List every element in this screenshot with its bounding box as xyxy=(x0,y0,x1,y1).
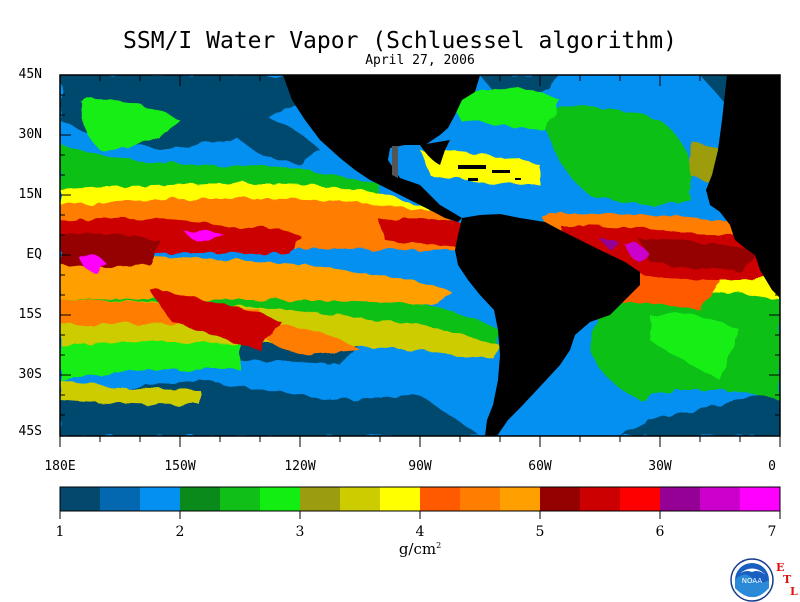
colorbar-swatch xyxy=(580,487,621,511)
colorbar-label-1: 1 xyxy=(55,524,65,540)
units-exponent: 2 xyxy=(436,541,442,550)
map-date: April 27, 2006 xyxy=(365,53,475,68)
lon-label-30w: 30W xyxy=(648,459,672,474)
lat-label-eq: EQ xyxy=(26,247,42,262)
colorbar xyxy=(60,487,781,511)
colorbar-swatch xyxy=(460,487,501,511)
noaa-logo-icon: NOAA xyxy=(730,558,774,602)
colorbar-swatch xyxy=(540,487,581,511)
colorbar-units: g/cm2 xyxy=(380,540,460,558)
colorbar-swatch xyxy=(740,487,781,511)
colorbar-swatch xyxy=(140,487,181,511)
lon-label-150w: 150W xyxy=(164,459,196,474)
vapor-field xyxy=(60,75,780,436)
colorbar-swatch xyxy=(220,487,261,511)
colorbar-label-2: 2 xyxy=(175,524,185,540)
colorbar-swatch xyxy=(340,487,381,511)
colorbar-ticks xyxy=(59,511,781,519)
land-masses xyxy=(283,75,780,436)
axis-ticks xyxy=(59,74,781,447)
etl-letter-e: E xyxy=(776,561,785,574)
colorbar-swatch xyxy=(660,487,701,511)
etl-letter-t: T xyxy=(783,573,792,586)
lon-label-180e: 180E xyxy=(44,459,76,474)
colorbar-swatch xyxy=(100,487,141,511)
lat-label-45s: 45S xyxy=(18,424,42,439)
lat-label-45n: 45N xyxy=(18,67,42,82)
colorbar-swatch xyxy=(60,487,101,511)
units-base: g/cm xyxy=(398,540,437,558)
lat-label-30n: 30N xyxy=(18,127,42,142)
lat-label-15n: 15N xyxy=(18,187,42,202)
colorbar-label-7: 7 xyxy=(767,524,777,540)
noaa-text: NOAA xyxy=(742,577,763,585)
colorbar-swatch xyxy=(500,487,541,511)
colorbar-swatch xyxy=(620,487,661,511)
colorbar-swatch xyxy=(700,487,741,511)
colorbar-swatch xyxy=(420,487,461,511)
colorbar-swatch xyxy=(180,487,221,511)
colorbar-label-3: 3 xyxy=(295,524,305,540)
colorbar-swatch xyxy=(260,487,301,511)
lon-label-120w: 120W xyxy=(284,459,316,474)
lon-label-60w: 60W xyxy=(528,459,552,474)
colorbar-label-4: 4 xyxy=(415,524,425,540)
etl-letter-l: L xyxy=(790,585,798,598)
colorbar-label-5: 5 xyxy=(535,524,545,540)
map-title: SSM/I Water Vapor (Schluessel algorithm) xyxy=(123,28,677,54)
lat-label-30s: 30S xyxy=(18,367,42,382)
lat-label-15s: 15S xyxy=(18,307,42,322)
colorbar-swatch xyxy=(380,487,421,511)
lon-label-90w: 90W xyxy=(408,459,432,474)
lon-label-0: 0 xyxy=(768,459,776,474)
colorbar-swatch xyxy=(300,487,341,511)
colorbar-label-6: 6 xyxy=(655,524,665,540)
